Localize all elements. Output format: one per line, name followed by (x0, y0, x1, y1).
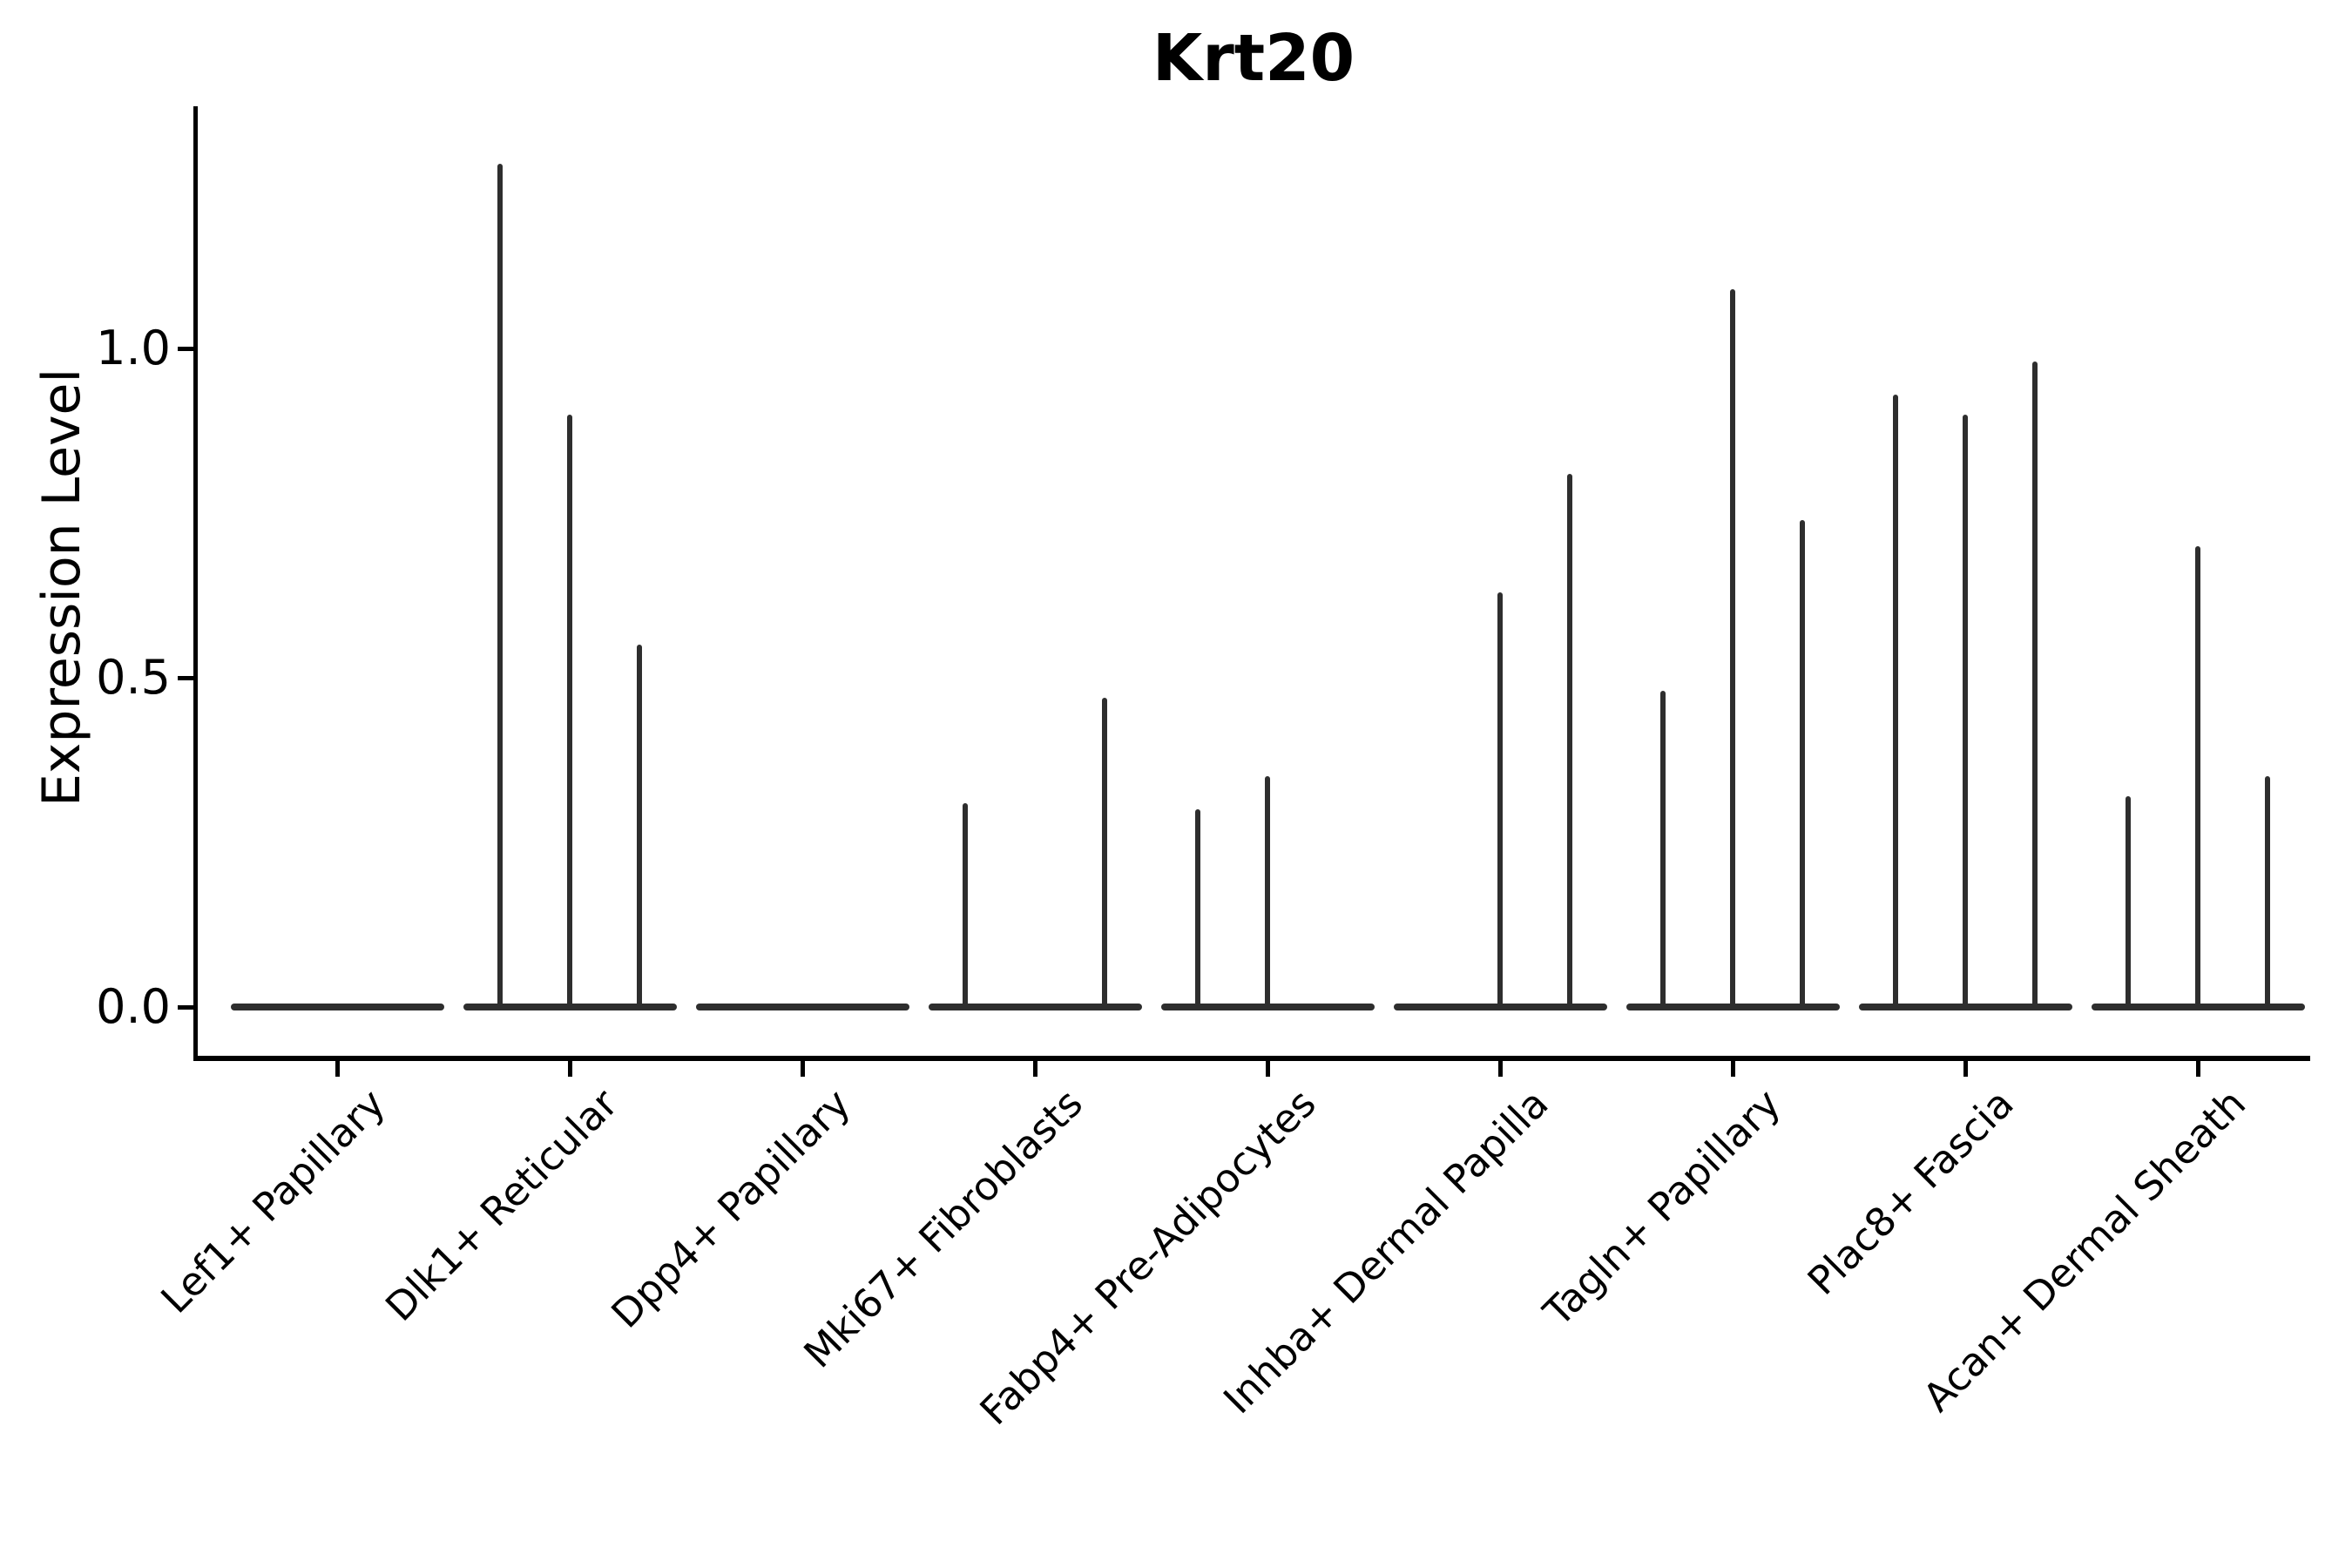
violin-spike-7-2 (1730, 288, 1735, 1007)
x-axis-spine (193, 1056, 2310, 1061)
violin-body-3 (695, 1004, 909, 1010)
x-tick-label: Lef1+ Papillary (152, 1080, 395, 1322)
violin-spike-5-2 (1265, 776, 1270, 1007)
violin-body-6 (1393, 1004, 1607, 1010)
violin-spike-8-3 (2032, 362, 2038, 1007)
x-tick-mark (1265, 1061, 1270, 1077)
violin-spike-7-3 (1800, 519, 1805, 1007)
y-axis-spine (193, 106, 198, 1061)
violin-spike-2-1 (497, 164, 503, 1007)
violin-spike-8-2 (1963, 414, 1968, 1007)
violin-spike-4-3 (1102, 697, 1107, 1007)
violin-body-5 (1160, 1004, 1375, 1010)
x-tick-mark (2195, 1061, 2200, 1077)
violin-body-9 (2091, 1004, 2305, 1010)
y-tick-label: 1.0 (96, 321, 171, 375)
violin-spike-4-1 (963, 802, 968, 1007)
violin-spike-9-1 (2126, 796, 2131, 1007)
x-tick-label: Dlk1+ Reticular (376, 1080, 627, 1330)
x-tick-mark (1730, 1061, 1735, 1077)
x-tick-mark (335, 1061, 340, 1077)
violin-body-4 (928, 1004, 1142, 1010)
violin-spike-2-2 (567, 414, 572, 1007)
x-tick-label: Plac8+ Fascia (1798, 1080, 2023, 1304)
y-tick-mark (178, 346, 193, 351)
violin-spike-6-3 (1567, 473, 1572, 1007)
x-tick-mark (567, 1061, 572, 1077)
violin-spike-9-3 (2265, 776, 2270, 1007)
violin-spike-2-3 (637, 645, 642, 1007)
violin-spike-7-1 (1660, 691, 1666, 1007)
x-tick-mark (1032, 1061, 1037, 1077)
violin-body-2 (463, 1004, 677, 1010)
violin-spike-8-1 (1893, 394, 1898, 1007)
violin-spike-6-2 (1497, 591, 1503, 1007)
y-tick-label: 0.5 (96, 650, 171, 705)
violin-spike-9-2 (2195, 545, 2200, 1007)
x-tick-mark (800, 1061, 805, 1077)
x-tick-label: Tagln+ Papillary (1534, 1080, 1790, 1335)
violin-body-7 (1625, 1004, 1840, 1010)
y-tick-mark (178, 675, 193, 680)
y-axis-label: Expression Level (31, 368, 92, 807)
x-tick-mark (1497, 1061, 1503, 1077)
chart-title: Krt20 (1152, 21, 1355, 96)
x-tick-mark (1963, 1061, 1968, 1077)
x-tick-label: Dpp4+ Papillary (602, 1080, 860, 1337)
y-tick-label: 0.0 (96, 979, 171, 1034)
violin-spike-5-1 (1195, 809, 1200, 1007)
y-tick-mark (178, 1004, 193, 1010)
violin-body-8 (1858, 1004, 2072, 1010)
violin-body-1 (230, 1004, 444, 1010)
